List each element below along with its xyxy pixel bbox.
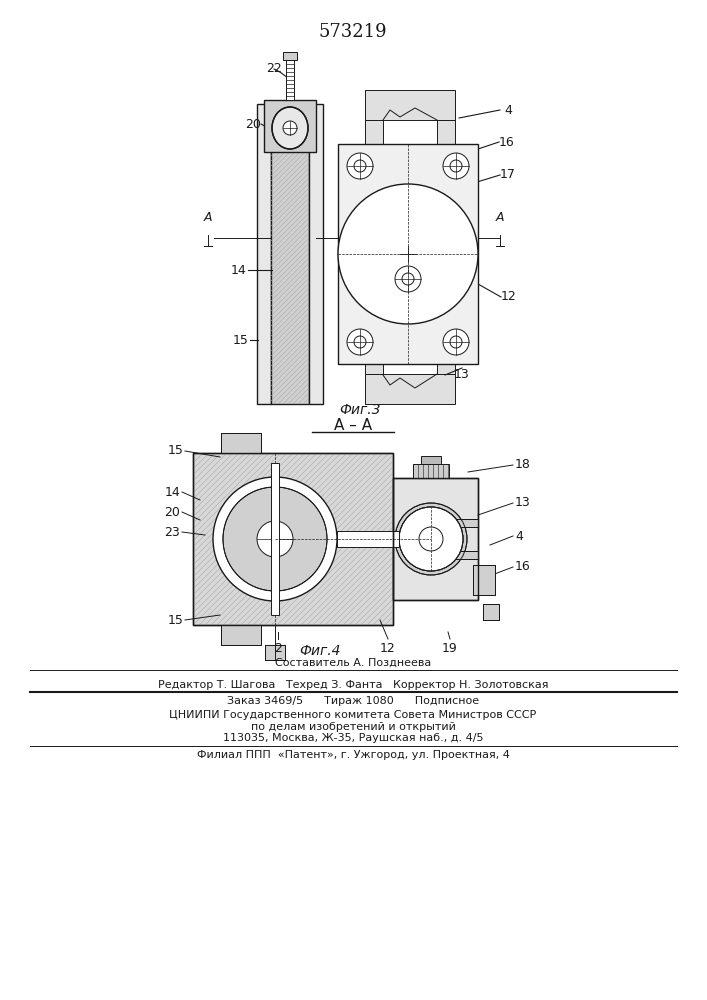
Circle shape: [223, 487, 327, 591]
Text: 15: 15: [233, 334, 249, 347]
Text: Филиал ППП  «Патент», г. Ужгород, ул. Проектная, 4: Филиал ППП «Патент», г. Ужгород, ул. Про…: [197, 750, 510, 760]
Bar: [265, 645, 285, 660]
Text: 12: 12: [380, 642, 396, 655]
Text: A: A: [204, 211, 212, 224]
Text: 4: 4: [504, 104, 512, 116]
Text: по делам изобретений и открытий: по делам изобретений и открытий: [250, 722, 455, 732]
Text: 2: 2: [274, 642, 282, 655]
Bar: [337, 531, 399, 547]
Circle shape: [402, 273, 414, 285]
Bar: [221, 625, 261, 645]
Bar: [271, 104, 309, 404]
Text: ЦНИИПИ Государственного комитета Совета Министров СССР: ЦНИИПИ Государственного комитета Совета …: [170, 710, 537, 720]
Text: Фиг.3: Фиг.3: [339, 403, 381, 417]
Circle shape: [419, 527, 443, 551]
Text: 15: 15: [168, 613, 184, 626]
Bar: [221, 625, 261, 645]
Text: 14: 14: [231, 263, 247, 276]
Circle shape: [399, 507, 463, 571]
Text: 17: 17: [500, 168, 516, 182]
Bar: [193, 453, 393, 625]
Text: 18: 18: [515, 458, 531, 472]
Bar: [483, 604, 499, 620]
Text: Составитель А. Позднеева: Составитель А. Позднеева: [275, 658, 431, 668]
Bar: [437, 120, 455, 374]
Bar: [221, 433, 261, 453]
Text: 15: 15: [168, 444, 184, 458]
Text: 22: 22: [266, 62, 282, 76]
Bar: [265, 645, 285, 660]
Circle shape: [399, 507, 463, 571]
Text: 13: 13: [515, 496, 531, 510]
Bar: [271, 463, 279, 615]
Text: 13: 13: [454, 368, 470, 381]
Text: A – A: A – A: [334, 418, 372, 432]
Text: 23: 23: [164, 526, 180, 538]
Circle shape: [395, 503, 467, 575]
Circle shape: [443, 329, 469, 355]
Bar: [421, 456, 441, 464]
Bar: [413, 464, 449, 478]
Bar: [193, 453, 393, 625]
Circle shape: [347, 153, 373, 179]
Bar: [286, 60, 294, 100]
Text: 20: 20: [245, 117, 261, 130]
Text: 16: 16: [515, 560, 531, 574]
Bar: [443, 519, 478, 527]
Bar: [365, 374, 455, 404]
Circle shape: [213, 477, 337, 601]
Bar: [283, 52, 297, 60]
Text: A: A: [496, 211, 504, 224]
Bar: [365, 120, 383, 374]
Bar: [309, 104, 323, 404]
Circle shape: [395, 266, 421, 292]
Circle shape: [354, 336, 366, 348]
Ellipse shape: [272, 107, 308, 149]
Text: 12: 12: [501, 290, 517, 304]
Circle shape: [354, 160, 366, 172]
Bar: [393, 478, 478, 600]
Bar: [264, 100, 316, 152]
Bar: [221, 433, 261, 453]
Circle shape: [283, 121, 297, 135]
Bar: [473, 565, 495, 595]
Circle shape: [257, 521, 293, 557]
Text: 16: 16: [499, 135, 515, 148]
Bar: [393, 478, 478, 600]
Text: 14: 14: [164, 486, 180, 498]
Bar: [443, 551, 478, 559]
Circle shape: [338, 184, 478, 324]
Bar: [338, 144, 478, 364]
Circle shape: [443, 153, 469, 179]
Text: Фиг.4: Фиг.4: [299, 644, 341, 658]
Text: Заказ 3469/5      Тираж 1080      Подписное: Заказ 3469/5 Тираж 1080 Подписное: [227, 696, 479, 706]
Text: 20: 20: [164, 506, 180, 518]
Text: 19: 19: [442, 642, 458, 655]
Bar: [443, 551, 478, 559]
Circle shape: [347, 329, 373, 355]
Text: 113035, Москва, Ж-35, Раушская наб., д. 4/5: 113035, Москва, Ж-35, Раушская наб., д. …: [223, 733, 484, 743]
Circle shape: [450, 336, 462, 348]
Bar: [365, 90, 455, 120]
Text: Редактор Т. Шагова   Техред З. Фанта   Корректор Н. Золотовская: Редактор Т. Шагова Техред З. Фанта Корре…: [158, 680, 548, 690]
Bar: [257, 104, 271, 404]
Text: 4: 4: [515, 530, 523, 542]
Bar: [443, 519, 478, 527]
Bar: [473, 565, 495, 595]
Circle shape: [450, 160, 462, 172]
Bar: [483, 604, 499, 620]
Text: 573219: 573219: [319, 23, 387, 41]
